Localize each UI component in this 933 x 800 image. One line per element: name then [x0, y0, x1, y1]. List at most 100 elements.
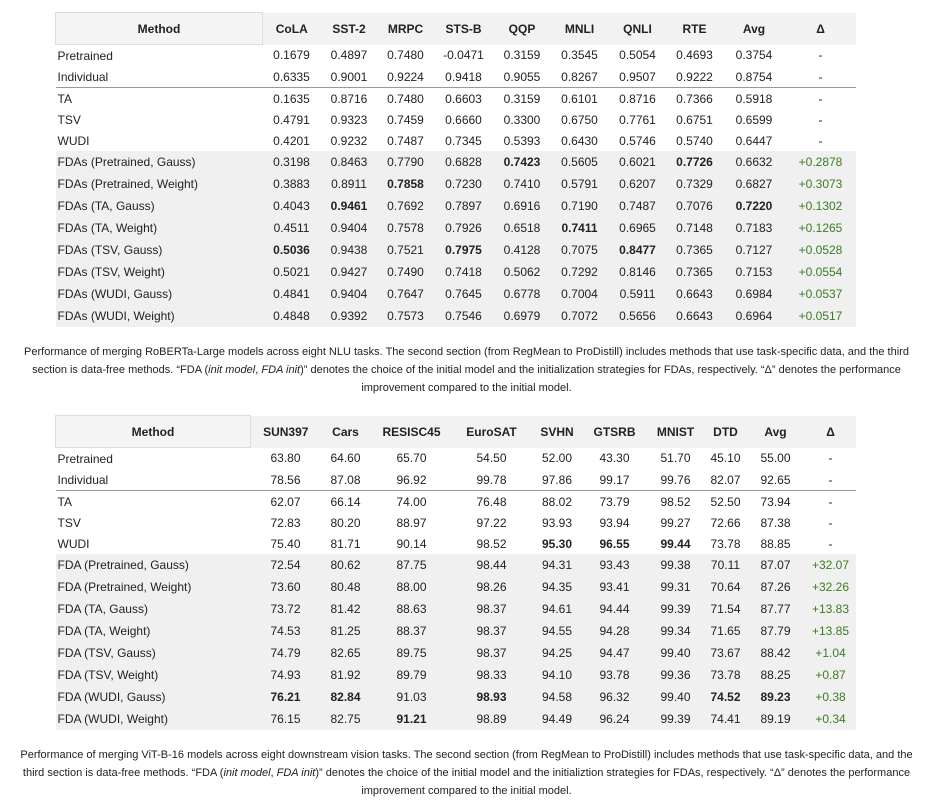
value-cell: 0.7480 — [377, 87, 434, 109]
value-cell: 0.6447 — [735, 133, 773, 148]
value-cell: 0.8463 — [320, 151, 378, 173]
value-cell: 87.79 — [745, 620, 806, 642]
header-cell: RTE — [666, 12, 723, 45]
value-cell: 0.7365 — [666, 261, 723, 283]
value-cell: 97.86 — [541, 472, 573, 487]
value-cell: 75.40 — [270, 536, 301, 551]
value-cell: 0.7487 — [387, 133, 424, 148]
header-cell: STS-B — [433, 12, 494, 45]
value-cell: 87.38 — [760, 515, 791, 530]
value-cell: 94.61 — [530, 598, 584, 620]
caption-emphasis: FDA init — [276, 767, 316, 779]
method-cell: Pretrained — [57, 451, 113, 466]
value-cell: 0.9232 — [330, 133, 368, 148]
value-cell: 0.9418 — [445, 69, 482, 84]
value-cell: +0.3073 — [785, 173, 856, 195]
value-cell: 0.3159 — [503, 48, 541, 63]
method-cell: WUDI — [57, 536, 90, 551]
value-cell: +1.04 — [805, 642, 856, 664]
value-cell: 93.94 — [599, 515, 630, 530]
value-cell: 0.9404 — [320, 217, 378, 239]
value-cell: 0.7761 — [619, 112, 656, 127]
value-cell: 89.79 — [370, 664, 453, 686]
caption-emphasis: FDA init — [261, 364, 301, 376]
method-cell: FDAs (Pretrained, Weight) — [55, 173, 263, 195]
value-cell: 0.6751 — [676, 112, 713, 127]
table-row: FDAs (TA, Gauss) 0.4043 0.9461 0.7692 0.7897… — [55, 195, 856, 217]
value-cell: 0.4693 — [676, 48, 713, 63]
value-cell: 0.3300 — [503, 112, 541, 127]
value-cell: 0.4897 — [330, 48, 368, 63]
header-cell: SUN397 — [250, 415, 321, 448]
value-cell: +0.2878 — [785, 151, 856, 173]
value-cell: 94.47 — [583, 642, 646, 664]
value-cell: - — [818, 69, 823, 84]
method-cell: FDAs (TA, Gauss) — [55, 195, 263, 217]
value-cell: 55.00 — [760, 451, 791, 466]
value-cell: 0.9222 — [676, 69, 713, 84]
table-row: FDAs (TSV, Gauss) 0.5036 0.9438 0.7521 0.797… — [55, 239, 856, 261]
table-head: Method CoLA SST-2 MRPC STS-B QQP MNLI QNLI RTE Av… — [55, 12, 856, 45]
value-cell: 88.42 — [745, 642, 806, 664]
value-cell: 0.7345 — [445, 133, 482, 148]
value-cell: 97.22 — [476, 515, 507, 530]
table-row: FDA (Pretrained, Gauss) 72.54 80.62 87.75 98… — [55, 554, 856, 576]
method-cell: FDAs (Pretrained, Gauss) — [55, 151, 263, 173]
table-row: FDA (Pretrained, Weight) 73.60 80.48 88.00 9… — [55, 576, 856, 598]
caption-text: , — [270, 767, 277, 779]
value-cell: +0.0537 — [785, 283, 856, 305]
value-cell: 0.9461 — [320, 195, 378, 217]
value-cell: 74.52 — [705, 686, 746, 708]
value-cell: 0.7220 — [722, 195, 786, 217]
header-cell: MNLI — [550, 12, 609, 45]
value-cell: 64.60 — [330, 451, 361, 466]
method-cell: FDA (TA, Gauss) — [55, 598, 251, 620]
method-cell: FDAs (TSV, Weight) — [55, 261, 263, 283]
value-cell: 99.31 — [645, 576, 706, 598]
value-cell: 98.37 — [452, 620, 531, 642]
value-cell: 0.7004 — [550, 283, 609, 305]
header-cell: MRPC — [377, 12, 434, 45]
value-cell: 87.26 — [745, 576, 806, 598]
value-cell: 0.1679 — [273, 48, 310, 63]
value-cell: 0.6964 — [722, 305, 786, 327]
value-cell: +0.38 — [805, 686, 856, 708]
value-cell: 99.39 — [645, 598, 706, 620]
value-cell: 78.56 — [270, 472, 301, 487]
value-cell: 0.6430 — [561, 133, 598, 148]
table-row: FDAs (WUDI, Weight) 0.4848 0.9392 0.7573 0.7… — [55, 305, 856, 327]
table-row: FDA (WUDI, Weight) 76.15 82.75 91.21 98.89 94… — [55, 708, 856, 730]
header-cell: QNLI — [608, 12, 667, 45]
method-cell: TA — [55, 87, 263, 109]
header-cell: SVHN — [530, 415, 584, 448]
value-cell: 73.79 — [583, 490, 646, 512]
value-cell: 0.7459 — [387, 112, 424, 127]
table-body: Pretrained 63.80 64.60 65.70 54.50 52.00 43.30… — [55, 448, 856, 730]
value-cell: 88.02 — [530, 490, 584, 512]
value-cell: +0.1302 — [785, 195, 856, 217]
caption-emphasis: init model — [223, 767, 271, 779]
value-cell: 81.71 — [330, 536, 361, 551]
value-cell: 0.3545 — [561, 48, 598, 63]
value-cell: +32.26 — [805, 576, 856, 598]
value-cell: 0.7487 — [608, 195, 667, 217]
value-cell: 0.9438 — [320, 239, 378, 261]
value-cell: 72.54 — [250, 554, 321, 576]
value-cell: 54.50 — [476, 451, 507, 466]
value-cell: 98.37 — [452, 598, 531, 620]
value-cell: 87.07 — [745, 554, 806, 576]
value-cell: 66.14 — [320, 490, 371, 512]
value-cell: 0.5036 — [262, 239, 321, 261]
value-cell: 98.89 — [452, 708, 531, 730]
value-cell: 0.7975 — [433, 239, 494, 261]
caption-text: , — [255, 364, 262, 376]
caption-text: )” denotes the choice of the initial mod… — [315, 767, 911, 797]
caption-text: Performance of merging RoBERTa-Large mod… — [24, 346, 909, 376]
value-cell: 0.6778 — [493, 283, 551, 305]
results-table: Method SUN397 Cars RESISC45 EuroSAT SVHN GTSRB… — [55, 415, 856, 730]
method-cell: FDA (Pretrained, Gauss) — [55, 554, 251, 576]
value-cell: 98.26 — [452, 576, 531, 598]
value-cell: 89.19 — [745, 708, 806, 730]
